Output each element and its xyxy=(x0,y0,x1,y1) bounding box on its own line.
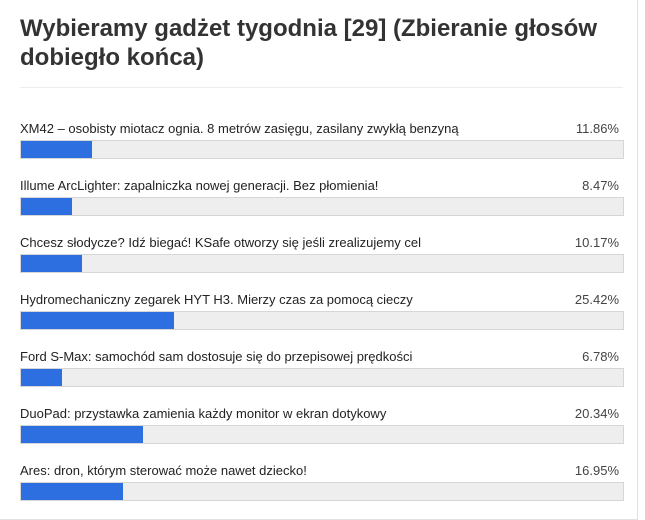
poll-option: Chcesz słodycze? Idź biegać! KSafe otwor… xyxy=(20,235,624,280)
result-bar-track xyxy=(20,197,624,216)
option-percent: 11.86% xyxy=(575,121,619,136)
poll-title: Wybieramy gadżet tygodnia [29] (Zbierani… xyxy=(20,15,597,71)
result-bar-fill xyxy=(21,198,72,215)
poll-option: XM42 – osobisty miotacz ognia. 8 metrów … xyxy=(20,121,624,166)
option-percent: 10.17% xyxy=(574,235,619,250)
option-label: Ford S-Max: samochód sam dostosuje się d… xyxy=(20,349,413,364)
result-bar-track xyxy=(20,482,624,501)
result-bar-fill xyxy=(21,312,175,329)
option-percent: 8.47% xyxy=(582,178,619,193)
result-bar-track xyxy=(20,311,624,330)
option-label: Chcesz słodycze? Idź biegać! KSafe otwor… xyxy=(20,235,422,250)
option-label: DuoPad: przystawka zamienia każdy monito… xyxy=(20,406,387,421)
poll-option: Ford S-Max: samochód sam dostosuje się d… xyxy=(20,349,624,394)
result-bar-fill xyxy=(21,483,124,500)
poll-option: Hydromechaniczny zegarek HYT H3. Mierzy … xyxy=(20,292,624,337)
result-bar-track xyxy=(20,368,624,387)
poll-option: DuoPad: przystawka zamienia każdy monito… xyxy=(20,406,624,451)
result-bar-fill xyxy=(21,426,144,443)
option-label: Illume ArcLighter: zapalniczka nowej gen… xyxy=(20,178,379,193)
option-label: XM42 – osobisty miotacz ognia. 8 metrów … xyxy=(20,121,459,136)
option-label: Hydromechaniczny zegarek HYT H3. Mierzy … xyxy=(20,292,413,307)
title-divider xyxy=(20,87,623,88)
option-percent: 16.95% xyxy=(574,463,619,478)
poll-option: Illume ArcLighter: zapalniczka nowej gen… xyxy=(20,178,624,223)
result-bar-track xyxy=(20,254,624,273)
result-bar-fill xyxy=(21,255,83,272)
option-percent: 20.34% xyxy=(574,406,619,421)
option-percent: 25.42% xyxy=(574,292,619,307)
result-bar-track xyxy=(20,425,624,444)
poll-option: Ares: dron, którym sterować może nawet d… xyxy=(20,463,624,508)
result-bar-fill xyxy=(21,369,62,386)
result-bar-track xyxy=(20,140,624,159)
option-label: Ares: dron, którym sterować może nawet d… xyxy=(20,463,307,478)
option-percent: 6.78% xyxy=(582,349,619,364)
result-bar-fill xyxy=(21,141,93,158)
